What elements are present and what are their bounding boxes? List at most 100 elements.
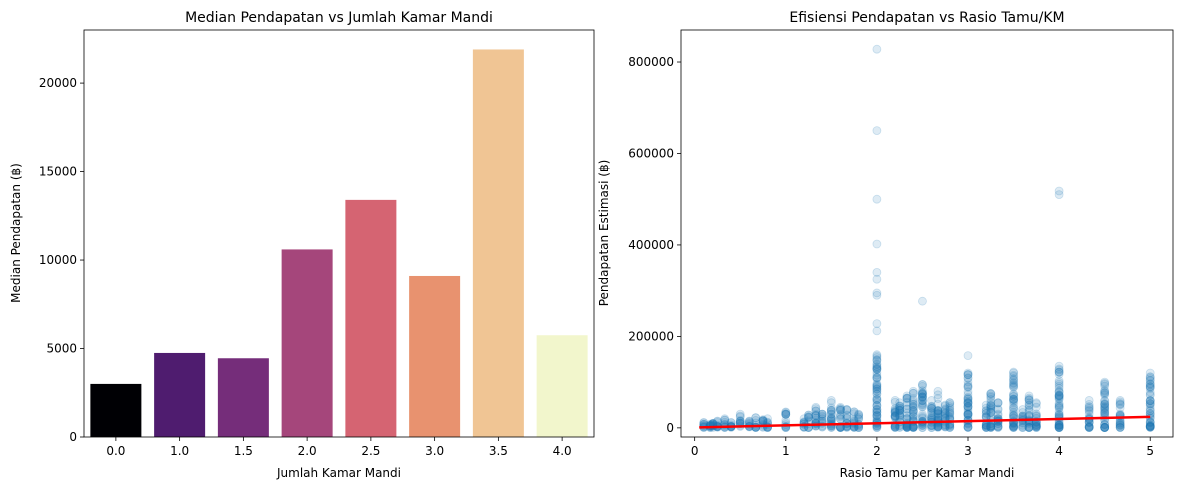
scatter-point	[1100, 378, 1110, 388]
scatter-point	[1024, 422, 1034, 432]
bar-chart-axes-frame	[83, 29, 595, 438]
scatter-point	[1031, 422, 1041, 432]
scatter-point	[1100, 420, 1110, 429]
scatter-point	[963, 422, 973, 432]
scatter-point	[890, 411, 900, 421]
scatter-point	[1115, 419, 1125, 429]
scatter-point	[1054, 420, 1064, 430]
scatter-point	[1031, 399, 1041, 409]
scatter-chart-ylabel: Pendapatan Estimasi (฿)	[597, 160, 611, 307]
scatter-point	[713, 417, 722, 426]
scatter-point	[1100, 420, 1110, 430]
y-tick-label: 15000	[39, 165, 77, 179]
scatter-point	[945, 405, 955, 415]
scatter-point	[781, 407, 791, 417]
scatter-point	[963, 370, 973, 379]
scatter-point	[1054, 407, 1064, 417]
scatter-point	[817, 414, 827, 424]
scatter-point	[804, 412, 813, 422]
scatter-point	[963, 408, 973, 418]
scatter-point	[811, 410, 821, 419]
scatter-point	[1024, 393, 1034, 403]
scatter-point	[963, 382, 973, 392]
scatter-point	[872, 350, 882, 360]
scatter-point	[1054, 422, 1064, 432]
scatter-point	[908, 403, 918, 413]
scatter-point	[1084, 400, 1094, 409]
scatter-point	[908, 402, 918, 412]
scatter-point	[1024, 407, 1034, 416]
scatter-point	[1115, 420, 1125, 430]
scatter-point	[902, 397, 912, 407]
scatter-point	[1100, 390, 1110, 400]
scatter-point	[986, 421, 996, 431]
scatter-point	[1054, 403, 1064, 413]
scatter-point	[781, 409, 791, 419]
scatter-point	[817, 412, 827, 422]
scatter-point	[1009, 395, 1018, 404]
scatter-point	[872, 126, 882, 136]
scatter-point	[1145, 390, 1155, 400]
scatter-point	[1100, 403, 1110, 412]
scatter-point	[842, 405, 852, 415]
scatter-point	[1024, 423, 1034, 432]
scatter-point	[890, 407, 900, 416]
scatter-point	[895, 405, 905, 415]
scatter-point	[1145, 422, 1155, 431]
scatter-point	[842, 405, 852, 414]
scatter-point	[1009, 400, 1018, 410]
scatter-point	[1145, 401, 1155, 411]
scatter-point	[804, 410, 813, 420]
scatter-point	[872, 374, 882, 384]
scatter-point	[1009, 376, 1018, 386]
bar-chart-ylabel: Median Pendapatan (฿)	[9, 163, 23, 303]
scatter-point	[1084, 421, 1094, 431]
scatter-point	[981, 422, 991, 432]
scatter-point	[895, 406, 905, 416]
scatter-point	[872, 384, 882, 394]
bar-3.5	[472, 49, 524, 438]
scatter-point	[872, 410, 882, 420]
scatter-point	[1100, 423, 1110, 433]
scatter-point	[963, 368, 973, 378]
x-tick-label: 4	[1055, 444, 1063, 458]
scatter-point	[1009, 421, 1018, 431]
scatter-point	[1100, 398, 1110, 408]
scatter-point	[1115, 418, 1125, 428]
scatter-point	[981, 423, 991, 432]
scatter-point	[918, 409, 927, 419]
scatter-chart-title: Efisiensi Pendapatan vs Rasio Tamu/KM	[789, 10, 1064, 26]
y-tick-label: 400000	[628, 238, 674, 252]
scatter-point	[1054, 367, 1064, 377]
scatter-point	[1115, 418, 1125, 428]
scatter-point	[1054, 401, 1064, 411]
scatter-point	[1084, 404, 1094, 413]
scatter-point	[1031, 398, 1041, 408]
scatter-point	[872, 44, 882, 54]
scatter-point	[872, 365, 882, 375]
scatter-point	[963, 394, 973, 404]
x-tick-label: 0	[691, 444, 699, 458]
scatter-point	[1054, 383, 1064, 393]
scatter-point	[963, 387, 973, 396]
scatter-point	[918, 398, 927, 408]
scatter-point	[781, 409, 791, 419]
scatter-point	[811, 411, 821, 421]
scatter-point	[1145, 379, 1155, 389]
scatter-point	[895, 405, 905, 415]
scatter-point	[981, 408, 991, 418]
scatter-point	[1145, 390, 1155, 399]
scatter-point	[1115, 400, 1125, 410]
scatter-point	[1145, 418, 1155, 428]
scatter-point	[713, 416, 722, 426]
scatter-point	[1024, 395, 1034, 405]
scatter-point	[918, 402, 927, 412]
x-tick-label: 1	[782, 444, 790, 458]
scatter-point	[872, 319, 882, 328]
scatter-point	[1145, 387, 1155, 397]
scatter-point	[1145, 422, 1155, 432]
scatter-point	[1145, 421, 1155, 431]
scatter-point	[1115, 423, 1125, 432]
scatter-point	[963, 402, 973, 411]
scatter-point	[918, 401, 927, 411]
